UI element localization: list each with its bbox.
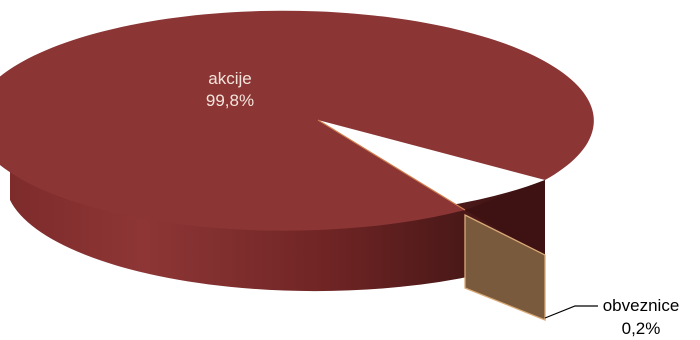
obveznice-leader-line <box>544 305 598 319</box>
slice-value-obveznice: 0,2% <box>622 319 661 338</box>
pie-slice-akcije <box>0 10 594 292</box>
pie-slice-akcije-edge <box>317 119 466 211</box>
pie-data-labels: akcije 99,8% obveznice 0,2% <box>206 69 679 338</box>
slice-label-obveznice: obveznice <box>603 296 680 315</box>
pie-slice-obveznice <box>464 213 546 321</box>
pie-slice-akcije-top <box>0 10 594 231</box>
pie-slice-akcije-inner-wall <box>465 180 545 255</box>
pie-slice-obveznice-face <box>464 213 546 321</box>
pie-slice-akcije-side <box>10 125 545 292</box>
slice-value-akcije: 99,8% <box>206 91 254 110</box>
slice-label-akcije: akcije <box>208 69 251 88</box>
